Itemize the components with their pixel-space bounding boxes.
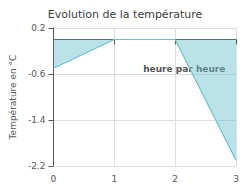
svg-text:2: 2 [172,174,178,184]
svg-text:3: 3 [233,174,239,184]
svg-text:Température en °C: Température en °C [8,55,18,141]
svg-text:heure par heure: heure par heure [143,64,226,75]
svg-text:0: 0 [51,174,57,184]
svg-text:-1.4: -1.4 [28,115,46,125]
svg-text:-0.6: -0.6 [28,69,46,79]
svg-text:1: 1 [111,174,117,184]
svg-text:-2.2: -2.2 [28,161,46,171]
svg-text:Evolution de la température: Evolution de la température [48,8,203,21]
svg-text:0.2: 0.2 [31,23,45,33]
